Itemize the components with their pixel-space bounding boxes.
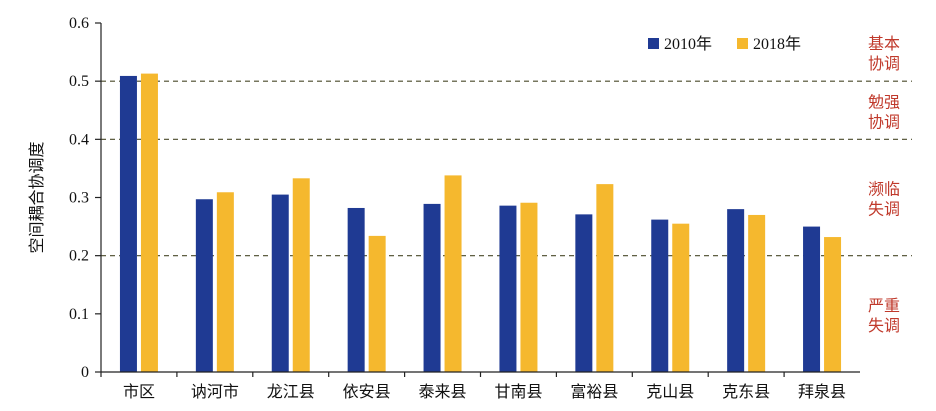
y-axis-label: 空间耦合协调度: [27, 141, 46, 253]
zone-label-line2: 协调: [868, 112, 900, 131]
x-tick-label: 甘南县: [494, 383, 542, 401]
x-tick-label: 拜泉县: [798, 383, 846, 401]
legend-label: 2018年: [753, 35, 801, 53]
bar-series2: [216, 192, 234, 372]
zone-label-line1: 濒临: [868, 180, 900, 199]
x-tick-label: 依安县: [343, 383, 391, 401]
bar-series2: [672, 223, 690, 372]
bar-series2: [748, 214, 766, 372]
bar-series1: [119, 75, 137, 372]
x-tick-label: 克山县: [646, 383, 694, 401]
legend-swatch: [648, 38, 659, 49]
x-tick-label: 富裕县: [570, 383, 618, 401]
bar-series2: [140, 73, 158, 372]
zone-label-line1: 严重: [868, 296, 900, 315]
bar-series1: [347, 207, 365, 372]
y-tick-label: 0.3: [69, 190, 89, 207]
bar-series1: [651, 219, 669, 372]
bar-series1: [803, 226, 821, 372]
zone-label-line2: 失调: [868, 200, 900, 219]
bar-series2: [520, 202, 538, 372]
bar-series2: [368, 235, 386, 372]
y-ticks: 0 0.1 0.2 0.3 0.4 0.5 0.6: [69, 15, 101, 381]
zone-label-line2: 协调: [868, 54, 900, 73]
legend-label: 2010年: [664, 35, 712, 53]
y-tick-label: 0.4: [69, 131, 89, 148]
legend-swatch: [737, 38, 748, 49]
bar-series1: [575, 214, 593, 372]
bar-series1: [727, 209, 745, 372]
x-tick-label: 龙江县: [267, 383, 315, 401]
y-tick-label: 0.5: [69, 73, 89, 90]
x-tick-label: 市区: [123, 383, 155, 401]
bars: [119, 73, 842, 372]
bar-series1: [423, 203, 441, 372]
x-ticks: 市区 讷河市 龙江县 依安县 泰来县 甘南县 富裕县 克山县 克东县 拜泉县: [100, 372, 846, 401]
y-tick-label: 0.2: [69, 248, 89, 265]
zone-label-line1: 勉强: [868, 92, 900, 111]
y-tick-label: 0: [81, 364, 89, 381]
bar-series2: [824, 237, 842, 372]
x-tick-label: 讷河市: [191, 383, 239, 401]
bar-series2: [292, 178, 310, 372]
bar-series2: [444, 175, 462, 372]
y-tick-label: 0.1: [69, 306, 89, 323]
bar-series2: [596, 184, 614, 372]
y-tick-label: 0.6: [69, 15, 89, 32]
x-tick-label: 泰来县: [419, 383, 467, 401]
bar-series1: [499, 205, 517, 372]
bar-series1: [271, 194, 289, 372]
x-tick-label: 克东县: [722, 383, 770, 401]
zone-label-line2: 失调: [868, 316, 900, 335]
legend: 2010年 2018年: [648, 35, 801, 53]
axes: [100, 23, 860, 373]
bar-series1: [195, 199, 213, 372]
zone-label-line1: 基本: [868, 34, 900, 53]
